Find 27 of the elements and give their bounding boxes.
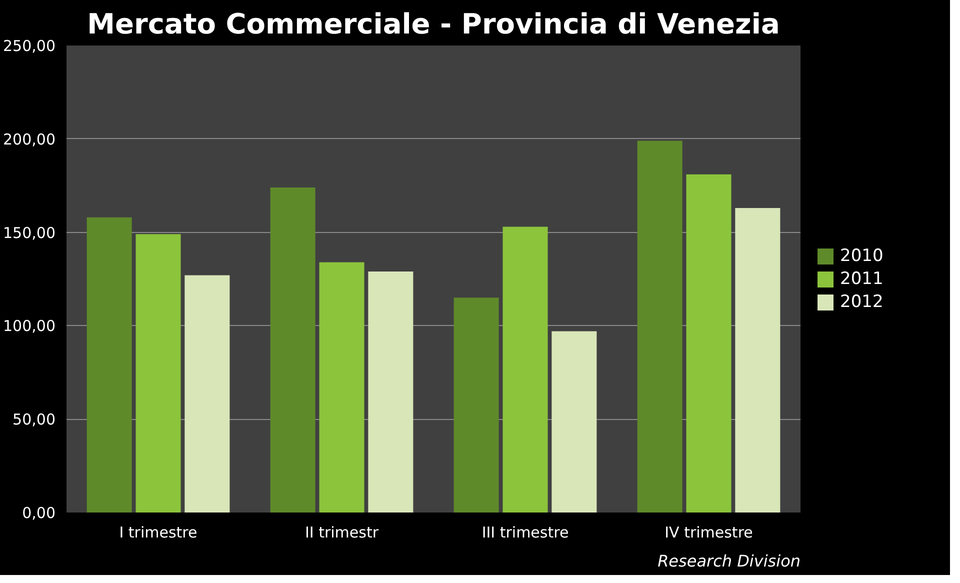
bar <box>368 272 414 512</box>
y-tick-label: 0,00 <box>22 504 56 522</box>
x-tick-label: I trimestre <box>119 524 198 542</box>
bar <box>270 187 316 512</box>
bar <box>735 208 780 512</box>
bar <box>502 226 548 512</box>
bar <box>686 174 732 512</box>
y-tick-label: 250,00 <box>3 37 56 55</box>
legend-label: 2010 <box>840 246 884 266</box>
x-tick-label: III trimestre <box>482 524 569 542</box>
bar <box>86 217 132 512</box>
bar <box>136 234 181 512</box>
legend-label: 2011 <box>840 268 884 288</box>
y-tick-label: 50,00 <box>12 410 56 429</box>
bar <box>319 262 364 512</box>
y-tick-label: 150,00 <box>3 224 56 242</box>
x-tick-label: IV trimestre <box>664 524 753 542</box>
x-tick-label: II trimestr <box>304 524 380 542</box>
text: Research Division <box>658 552 800 570</box>
y-tick-label: 100,00 <box>3 317 56 336</box>
chart-title: Mercato Commerciale - Provincia di Venezia <box>87 8 780 40</box>
bar <box>637 140 682 512</box>
bar <box>552 331 597 512</box>
legend-label: 2012 <box>840 292 884 312</box>
y-tick-label: 200,00 <box>3 130 56 148</box>
bar <box>454 298 499 512</box>
bar <box>184 275 230 512</box>
